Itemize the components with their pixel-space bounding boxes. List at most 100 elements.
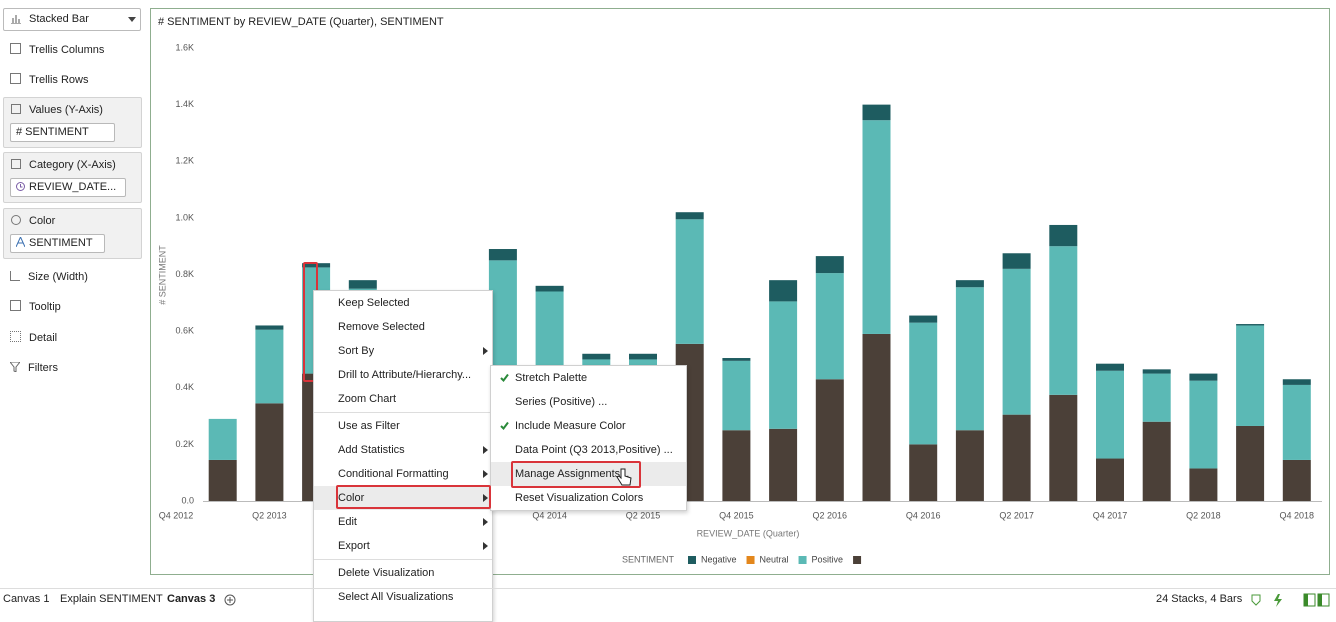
- y-tick-label: 0.8K: [175, 269, 194, 279]
- label: Filters: [28, 362, 58, 374]
- label: Color: [29, 215, 56, 227]
- dropdown-arrow: [128, 17, 136, 22]
- submenu-arrow: [483, 446, 488, 454]
- legend-label: Neutral: [760, 554, 789, 564]
- x-tick-label: Q2 2013: [252, 510, 287, 520]
- x-tick-label: Q2 2015: [626, 510, 661, 520]
- menu-item[interactable]: Color: [314, 486, 492, 510]
- category-pill[interactable]: REVIEW_DATE...: [10, 178, 126, 197]
- trellis-rows[interactable]: Trellis Rows: [10, 70, 89, 90]
- bar-segment: [909, 322, 938, 445]
- attribute-icon: [15, 235, 26, 248]
- pill-text: # SENTIMENT: [16, 126, 89, 138]
- menu-item-label: Remove Selected: [338, 321, 425, 333]
- menu-item-label: Add Statistics: [338, 444, 405, 456]
- bar-segment: [955, 430, 984, 501]
- menu-item[interactable]: Select All Visualizations: [314, 585, 492, 609]
- menu-item-label: Color: [338, 492, 365, 504]
- menu-item-label: Reset Visualization Colors: [515, 492, 644, 504]
- menu-item[interactable]: Zoom Chart: [314, 387, 492, 411]
- bar-segment: [769, 301, 798, 429]
- x-tick-label: Q4 2014: [532, 510, 567, 520]
- check-mark: [500, 373, 509, 382]
- pill-text: REVIEW_DATE...: [29, 181, 117, 193]
- x-tick-label: Q4 2015: [719, 510, 754, 520]
- bar-segment: [1049, 246, 1078, 395]
- submenu-arrow: [483, 518, 488, 526]
- detail[interactable]: Detail: [10, 328, 57, 348]
- legend-swatch: [798, 556, 807, 564]
- menu-item[interactable]: Add Statistics: [314, 438, 492, 462]
- legend-title: SENTIMENT: [622, 554, 675, 564]
- menu-item[interactable]: Include Measure Color: [491, 414, 686, 438]
- label: Trellis Columns: [29, 44, 105, 56]
- bar-segment: [629, 353, 657, 360]
- label: Category (X-Axis): [29, 159, 116, 171]
- canvas-tab[interactable]: Canvas 1: [3, 593, 50, 605]
- legend-swatch: [746, 556, 755, 564]
- values-pill[interactable]: # SENTIMENT: [10, 123, 115, 142]
- menu-item[interactable]: Export: [314, 534, 492, 558]
- menu-item[interactable]: Keep Selected: [314, 291, 492, 315]
- add-canvas-button[interactable]: [224, 594, 236, 606]
- viz-type-select[interactable]: Stacked Bar: [3, 8, 141, 31]
- bar-segment: [1142, 373, 1171, 422]
- trellis-columns[interactable]: Trellis Columns: [10, 40, 104, 60]
- tooltip[interactable]: Tooltip: [10, 297, 61, 317]
- bar-segment: [909, 444, 938, 501]
- bar-segment: [1189, 373, 1218, 381]
- menu-item[interactable]: Drill to Attribute/Hierarchy...: [314, 363, 492, 387]
- menu-item-label: Data Point (Q3 2013,Positive) ...: [515, 444, 673, 456]
- bar-segment: [1236, 324, 1265, 326]
- menu-item-label: Use as Filter: [338, 420, 400, 432]
- menu-item[interactable]: Series (Positive) ...: [491, 390, 686, 414]
- check-icon: [500, 421, 509, 430]
- bar-segment: [1142, 421, 1171, 501]
- viz-type: Stacked Bar: [29, 13, 89, 25]
- page: {"grammar_panel": { "viz_type": "Stacked…: [0, 8, 1336, 622]
- x-tick-label: Q4 2012: [159, 510, 194, 520]
- menu-item[interactable]: Remove Selected: [314, 315, 492, 339]
- bar-segment: [862, 333, 891, 501]
- y-tick-label: 0.6K: [175, 326, 194, 336]
- bar-segment: [582, 353, 611, 360]
- bar-segment: [955, 280, 984, 288]
- menu-item[interactable]: Conditional Formatting: [314, 462, 492, 486]
- menu-item[interactable]: Stretch Palette: [491, 366, 686, 390]
- filters[interactable]: Filters: [8, 358, 58, 378]
- color-submenu: Stretch Palette Series (Positive) ... Incl…: [490, 365, 687, 511]
- canvas-tab[interactable]: Explain SENTIMENT: [60, 593, 163, 605]
- bar-segment: [208, 418, 237, 460]
- menu-item-label: Keep Selected: [338, 297, 410, 309]
- label: Size (Width): [28, 271, 88, 283]
- bar-segment: [722, 358, 751, 361]
- canvas-tab[interactable]: Canvas 3: [167, 593, 216, 605]
- menu-item[interactable]: Edit: [314, 510, 492, 534]
- bar-segment: [1096, 370, 1124, 459]
- menu-item[interactable]: Reset Visualization Colors: [491, 486, 686, 510]
- menu-separator: [314, 559, 492, 560]
- clock-icon: [16, 182, 25, 191]
- color-section: Color SENTIMENT: [3, 208, 142, 259]
- legend-label: Positive: [812, 554, 844, 564]
- bar-segment: [1282, 384, 1311, 460]
- x-tick-label: Q2 2016: [813, 510, 848, 520]
- bar-segment: [909, 315, 938, 323]
- color-pill[interactable]: SENTIMENT: [10, 234, 105, 253]
- menu-item[interactable]: Use as Filter: [314, 414, 492, 438]
- menu-item-label: Select All Visualizations: [338, 591, 454, 603]
- menu-item[interactable]: Delete Visualization: [314, 561, 492, 585]
- menu-item-label: Sort By: [338, 345, 375, 357]
- menu-item[interactable]: Sort By: [314, 339, 492, 363]
- bar-segment: [1142, 369, 1171, 374]
- manage-item-highlight: [511, 461, 641, 488]
- bar-segment: [255, 403, 284, 501]
- bar-segment: [1049, 394, 1078, 501]
- x-axis-title: REVIEW_DATE (Quarter): [697, 528, 800, 538]
- menu-item[interactable]: Manage Assignments...: [491, 462, 686, 486]
- menu-item-label: Drill to Attribute/Hierarchy...: [338, 369, 472, 381]
- menu-item[interactable]: Data Point (Q3 2013,Positive) ...: [491, 438, 686, 462]
- bar-segment: [1096, 458, 1124, 501]
- bar-segment: [815, 256, 844, 274]
- size[interactable]: Size (Width): [10, 267, 88, 287]
